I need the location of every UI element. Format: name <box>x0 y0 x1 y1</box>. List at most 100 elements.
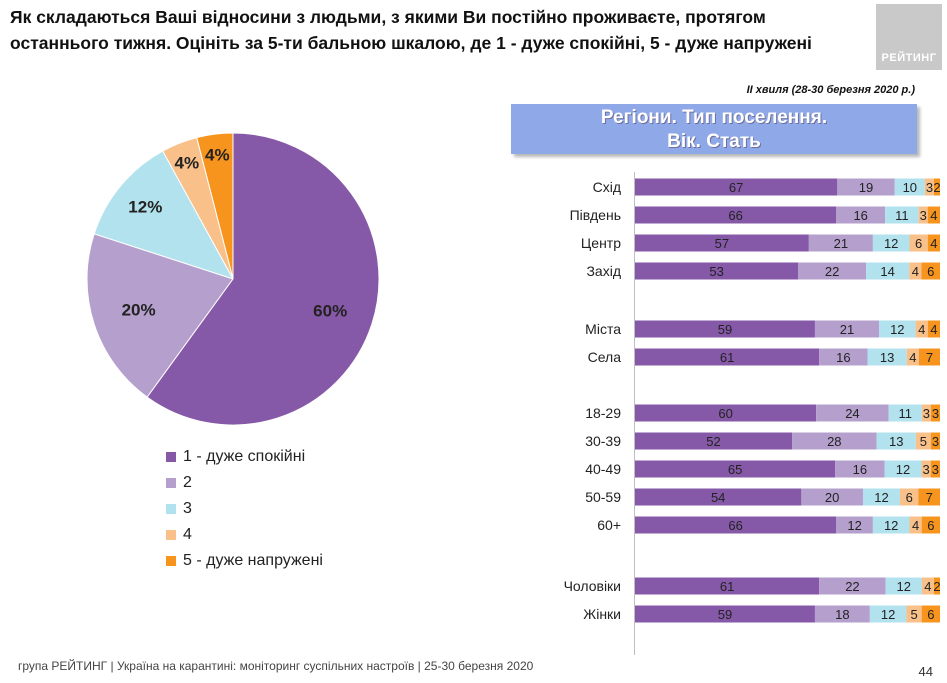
legend-label-1: 1 - дуже спокійні <box>183 448 306 465</box>
bar-value-label: 14 <box>880 264 894 279</box>
bar-segment-4 <box>915 320 928 338</box>
bar-value-label: 21 <box>834 236 848 251</box>
bar-segment-3 <box>867 348 907 366</box>
bar-value-label: 22 <box>845 579 859 594</box>
bar-row-label: 50-59 <box>585 489 621 505</box>
bar-value-label: 59 <box>718 322 732 337</box>
bar-segment-5 <box>921 605 940 623</box>
bar-segment-1 <box>635 234 809 252</box>
bar-segment-4 <box>921 460 931 478</box>
bar-segment-2 <box>819 348 868 366</box>
bar-segment-5 <box>927 206 940 224</box>
question-title: Як складаються Ваші відносини з людьми, … <box>10 7 812 53</box>
bar-segment-5 <box>918 348 940 366</box>
bar-segment-1 <box>635 432 793 450</box>
bar-value-label: 65 <box>728 462 742 477</box>
bar-value-label: 12 <box>874 490 888 505</box>
bar-segment-1 <box>635 404 817 422</box>
bar-segment-1 <box>635 320 815 338</box>
page-number: 44 <box>918 664 933 679</box>
bar-value-label: 16 <box>836 350 850 365</box>
bar-row-label: 40-49 <box>585 461 621 477</box>
bar-value-label: 6 <box>927 607 934 622</box>
bar-segment-3 <box>884 460 922 478</box>
bar-row-label: Схід <box>593 179 621 195</box>
bar-segment-5 <box>933 178 940 196</box>
bar-value-label: 7 <box>926 350 933 365</box>
bar-segment-4 <box>906 605 922 623</box>
bar-value-label: 18 <box>835 607 849 622</box>
bar-segment-2 <box>816 404 889 422</box>
bar-value-label: 6 <box>906 490 913 505</box>
bar-segment-3 <box>869 605 907 623</box>
bar-value-label: 4 <box>918 322 925 337</box>
bar-value-label: 3 <box>926 180 933 195</box>
bar-segment-5 <box>921 516 940 534</box>
bar-segment-1 <box>635 262 799 280</box>
bar-segment-1 <box>635 348 820 366</box>
bar-segment-5 <box>927 234 940 252</box>
bar-segment-3 <box>866 262 910 280</box>
bar-segment-5 <box>930 404 940 422</box>
bar-segment-3 <box>872 234 910 252</box>
bar-value-label: 22 <box>825 264 839 279</box>
pie-label-3: 12% <box>128 197 162 216</box>
bar-value-label: 12 <box>890 322 904 337</box>
bar-segment-3 <box>872 516 910 534</box>
legend-item-2: 2 <box>166 470 323 496</box>
bar-segment-2 <box>814 605 870 623</box>
bar-value-label: 59 <box>718 607 732 622</box>
bar-segment-1 <box>635 577 820 595</box>
legend-item-3: 3 <box>166 496 323 522</box>
bar-segment-2 <box>801 488 863 506</box>
bar-segment-3 <box>885 577 922 595</box>
banner-line-1: Регіони. Тип поселення. <box>600 107 828 128</box>
bar-segment-2 <box>819 577 886 595</box>
bar-segment-2 <box>835 460 885 478</box>
bar-row-label: Міста <box>585 321 621 337</box>
bar-row-label: Захід <box>586 263 621 279</box>
bar-value-label: 21 <box>840 322 854 337</box>
bar-value-label: 57 <box>715 236 729 251</box>
bar-segment-4 <box>921 577 934 595</box>
legend-label-4: 4 <box>183 526 192 543</box>
bar-value-label: 3 <box>923 406 930 421</box>
bar-segment-5 <box>930 432 940 450</box>
bar-segment-1 <box>635 516 837 534</box>
bar-segment-4 <box>909 516 922 534</box>
footer-text: група РЕЙТИНГ | Україна на карантині: мо… <box>18 659 534 673</box>
pie-label-2: 20% <box>122 301 156 320</box>
bar-row-label: 60+ <box>597 517 621 533</box>
bar-segment-2 <box>836 206 886 224</box>
bar-value-label: 11 <box>899 406 913 421</box>
bar-value-label: 54 <box>711 490 725 505</box>
bar-value-label: 13 <box>889 434 903 449</box>
bar-value-label: 4 <box>930 322 937 337</box>
bar-row-label: Села <box>588 349 622 365</box>
bar-segment-1 <box>635 605 815 623</box>
bar-value-label: 19 <box>859 180 873 195</box>
bar-row-label: Південь <box>570 207 621 223</box>
bar-segment-2 <box>792 432 877 450</box>
bar-value-label: 7 <box>926 490 933 505</box>
bar-segment-1 <box>635 178 838 196</box>
bar-row-label: Центр <box>581 235 621 251</box>
legend-swatch-3 <box>166 504 176 514</box>
bar-value-label: 12 <box>896 462 910 477</box>
bar-value-label: 5 <box>920 434 927 449</box>
pie-slice-2 <box>86 233 234 398</box>
bar-segment-2 <box>814 320 879 338</box>
wave-note: ІІ хвиля (28-30 березня 2020 р.) <box>746 84 915 96</box>
legend-swatch-2 <box>166 478 176 488</box>
bar-value-label: 4 <box>930 236 937 251</box>
bar-segment-2 <box>808 234 873 252</box>
bar-value-label: 4 <box>924 579 931 594</box>
bar-segment-3 <box>876 432 916 450</box>
bar-value-label: 2 <box>933 180 940 195</box>
bar-segment-5 <box>930 460 940 478</box>
pie-slice-1 <box>146 132 380 426</box>
bar-segment-3 <box>862 488 900 506</box>
legend-item-4: 4 <box>166 522 323 548</box>
bar-value-label: 16 <box>853 462 867 477</box>
bar-value-label: 12 <box>884 236 898 251</box>
